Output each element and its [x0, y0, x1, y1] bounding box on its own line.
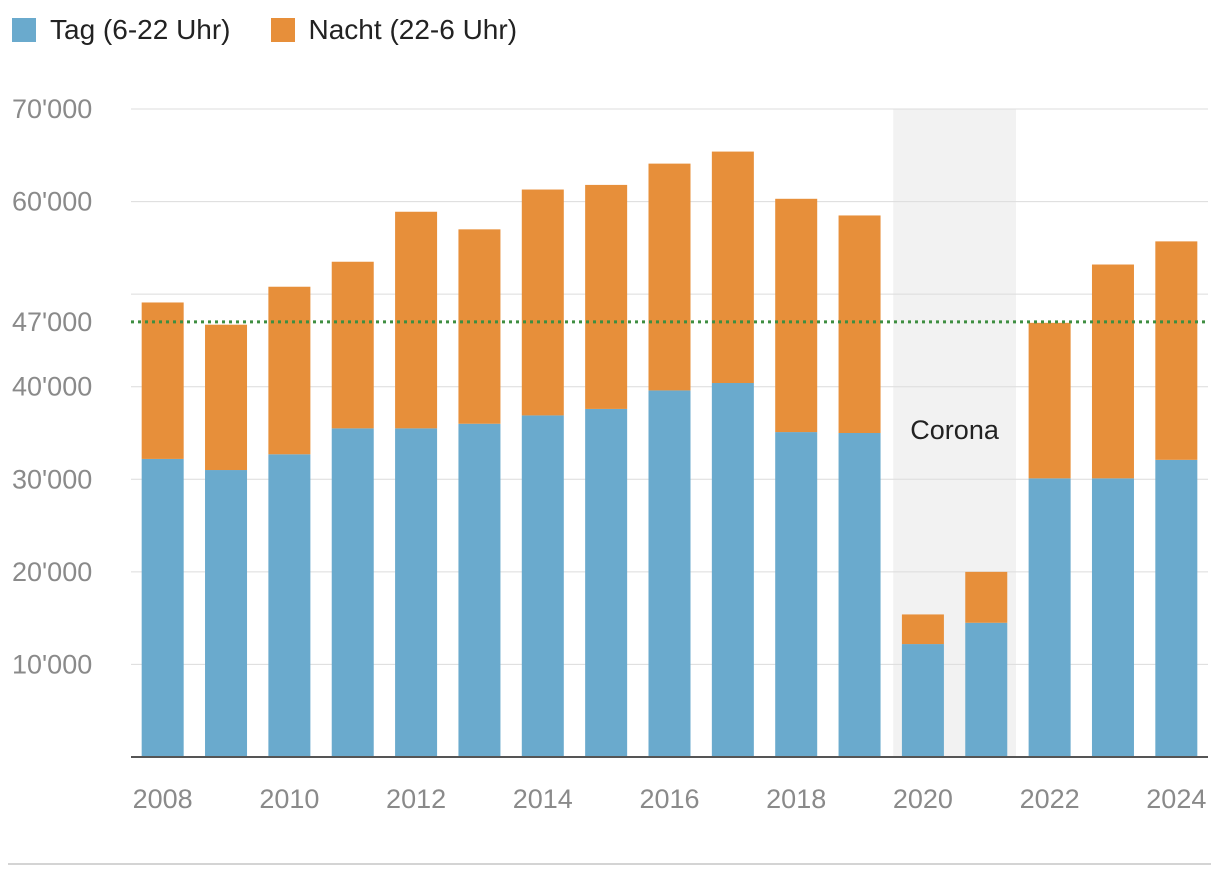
bar-tag-2023	[1091, 478, 1134, 757]
x-tick-label-2012: 2012	[386, 784, 446, 814]
bottom-divider	[8, 863, 1211, 865]
y-tick-label-10000: 10'000	[12, 649, 92, 679]
bar-nacht-2013	[458, 229, 501, 424]
bar-nacht-2010	[268, 286, 311, 455]
y-tick-label-40000: 40'000	[12, 372, 92, 402]
bar-nacht-2017	[711, 151, 754, 384]
reference-line-label: 47'000	[12, 307, 92, 337]
legend-swatch-nacht	[270, 18, 295, 42]
bar-nacht-2012	[395, 211, 438, 429]
bar-tag-2009	[205, 470, 248, 757]
bar-tag-2020	[901, 644, 944, 757]
x-tick-label-2016: 2016	[639, 784, 699, 814]
bar-nacht-2016	[648, 163, 691, 391]
x-tick-label-2018: 2018	[766, 784, 826, 814]
bar-nacht-2015	[585, 184, 628, 409]
bar-tag-2015	[585, 408, 628, 757]
bar-tag-2014	[521, 415, 564, 757]
bar-tag-2010	[268, 454, 311, 757]
bar-tag-2012	[395, 428, 438, 757]
bar-tag-2011	[331, 428, 374, 757]
x-tick-label-2022: 2022	[1020, 784, 1080, 814]
bar-tag-2018	[775, 432, 818, 757]
legend-item-tag: Tag (6-22 Uhr)	[12, 14, 231, 46]
bar-nacht-2018	[775, 198, 818, 433]
x-tick-label-2020: 2020	[893, 784, 953, 814]
bar-nacht-2022	[1028, 322, 1071, 479]
y-tick-label-60000: 60'000	[12, 187, 92, 217]
bar-nacht-2014	[521, 189, 564, 416]
bar-nacht-2023	[1091, 264, 1134, 479]
bar-tag-2021	[965, 622, 1008, 757]
legend-label-nacht: Nacht (22-6 Uhr)	[308, 14, 518, 45]
y-tick-label-70000: 70'000	[12, 94, 92, 124]
legend-swatch-tag	[12, 18, 36, 42]
x-tick-label-2008: 2008	[133, 784, 193, 814]
x-tick-label-2014: 2014	[513, 784, 573, 814]
annotation-corona: Corona	[910, 415, 1000, 445]
x-tick-label-2010: 2010	[259, 784, 319, 814]
bar-tag-2019	[838, 433, 881, 757]
y-tick-label-20000: 20'000	[12, 557, 92, 587]
y-tick-label-30000: 30'000	[12, 464, 92, 494]
bar-tag-2013	[458, 423, 501, 757]
legend-item-nacht: Nacht (22-6 Uhr)	[270, 14, 518, 46]
legend-label-tag: Tag (6-22 Uhr)	[50, 14, 231, 45]
bar-tag-2017	[711, 383, 754, 757]
label-layer: 10'000 20'000 30'000 40'000 60'000 70'000 47'0…	[12, 94, 1206, 814]
bar-nacht-2024	[1155, 241, 1198, 460]
bar-nacht-2021	[965, 571, 1008, 623]
x-tick-label-2024: 2024	[1146, 784, 1206, 814]
bar-nacht-2020	[901, 614, 944, 645]
bar-nacht-2011	[331, 261, 374, 429]
bar-tag-2016	[648, 390, 691, 757]
bar-tag-2022	[1028, 478, 1071, 757]
legend: Tag (6-22 Uhr) Nacht (22-6 Uhr)	[12, 14, 557, 46]
bar-layer	[141, 151, 1198, 757]
bar-nacht-2008	[141, 302, 184, 459]
bar-nacht-2009	[205, 324, 248, 471]
bar-tag-2008	[141, 458, 184, 757]
bar-tag-2024	[1155, 459, 1198, 757]
bar-nacht-2019	[838, 215, 881, 433]
